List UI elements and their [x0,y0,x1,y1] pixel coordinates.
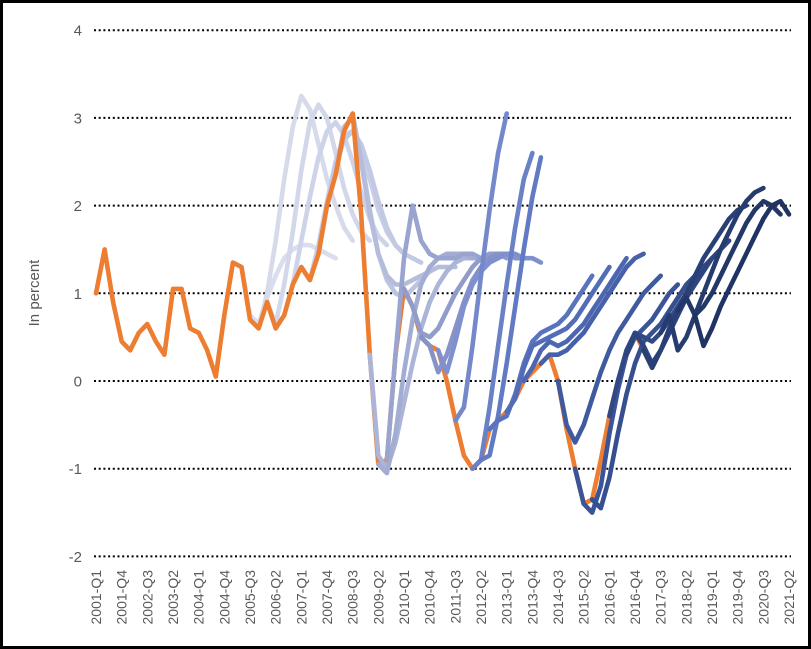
x-tick-label: 2013-Q1 [499,570,515,625]
x-tick-label: 2007-Q1 [293,570,309,625]
forecast-line-2006-Q1 [264,102,373,327]
x-tick-label: 2011-Q3 [447,570,463,624]
x-tick-label: 2016-Q4 [627,570,643,625]
forecast-line-2013-Q1 [504,264,612,415]
x-tick-label: 2003-Q2 [165,570,181,625]
forecast-line-2009-Q3 [384,203,492,463]
x-tick-label: 2020-Q3 [755,570,771,625]
x-tick-label: 2004-Q1 [191,570,207,625]
x-tick-label: 2021-Q2 [781,570,797,625]
forecast-line-2012-Q1 [470,150,535,472]
y-tick-label: 4 [74,23,82,40]
x-tick-label: 2007-Q4 [319,570,335,625]
y-axis-title: In percent [26,259,43,327]
x-tick-label: 2018-Q2 [678,570,694,625]
forecast-lines-late [367,111,792,515]
x-tick-label: 2002-Q3 [139,570,155,625]
x-tick-label: 2010-Q1 [396,570,412,625]
x-tick-label: 2009-Q2 [370,570,386,625]
forecast-line-2008-Q3 [350,111,458,287]
forecast-line-2014-Q1 [538,251,646,366]
y-tick-label: 3 [74,110,82,127]
forecast-line-2017-Q1 [641,203,749,371]
forecast-line-2018-Q3 [692,198,792,349]
x-tick-label: 2005-Q3 [242,570,258,625]
x-tick-label: 2008-Q3 [345,570,361,625]
x-tick-label: 2001-Q1 [88,570,104,625]
x-tick-label: 2019-Q1 [704,570,720,625]
forecast-line-2013-Q3 [521,255,629,384]
y-tick-label: 2 [74,198,82,215]
x-tick-label: 2004-Q4 [216,570,232,625]
forecast-line-2015-Q3 [589,273,698,511]
y-axis-tick-labels: 4 3 2 1 0 -1 -2 [69,23,82,566]
gridlines [94,29,791,558]
x-tick-label: 2015-Q2 [576,570,592,625]
x-axis-tick-labels: 2001-Q1 2001-Q4 2002-Q3 2003-Q2 2004-Q1 2004-… [88,570,797,625]
forecast-line-2012-Q2 [478,155,544,463]
x-tick-label: 2001-Q4 [114,570,130,625]
y-tick-label: -2 [69,549,82,566]
x-tick-label: 2016-Q1 [601,570,617,625]
forecast-line-2014-Q3 [555,273,664,445]
x-tick-label: 2017-Q3 [653,570,669,625]
x-tick-label: 2012-Q2 [473,570,489,625]
x-tick-label: 2019-Q4 [730,570,746,625]
x-tick-label: 2013-Q4 [524,570,540,625]
forecast-line-2005-Q3 [247,93,356,331]
y-tick-label: -1 [69,461,82,478]
y-tick-label: 0 [74,374,82,391]
forecast-line-2010-Q1 [401,251,510,340]
forecast-line-2011-Q3 [453,111,510,423]
y-tick-label: 1 [74,286,82,303]
x-tick-label: 2014-Q3 [550,570,566,625]
x-tick-label: 2006-Q2 [268,570,284,625]
forecast-line-2012-Q3 [487,273,595,432]
x-tick-label: 2010-Q4 [422,570,438,625]
forecast-line-2017-Q3 [658,185,766,353]
